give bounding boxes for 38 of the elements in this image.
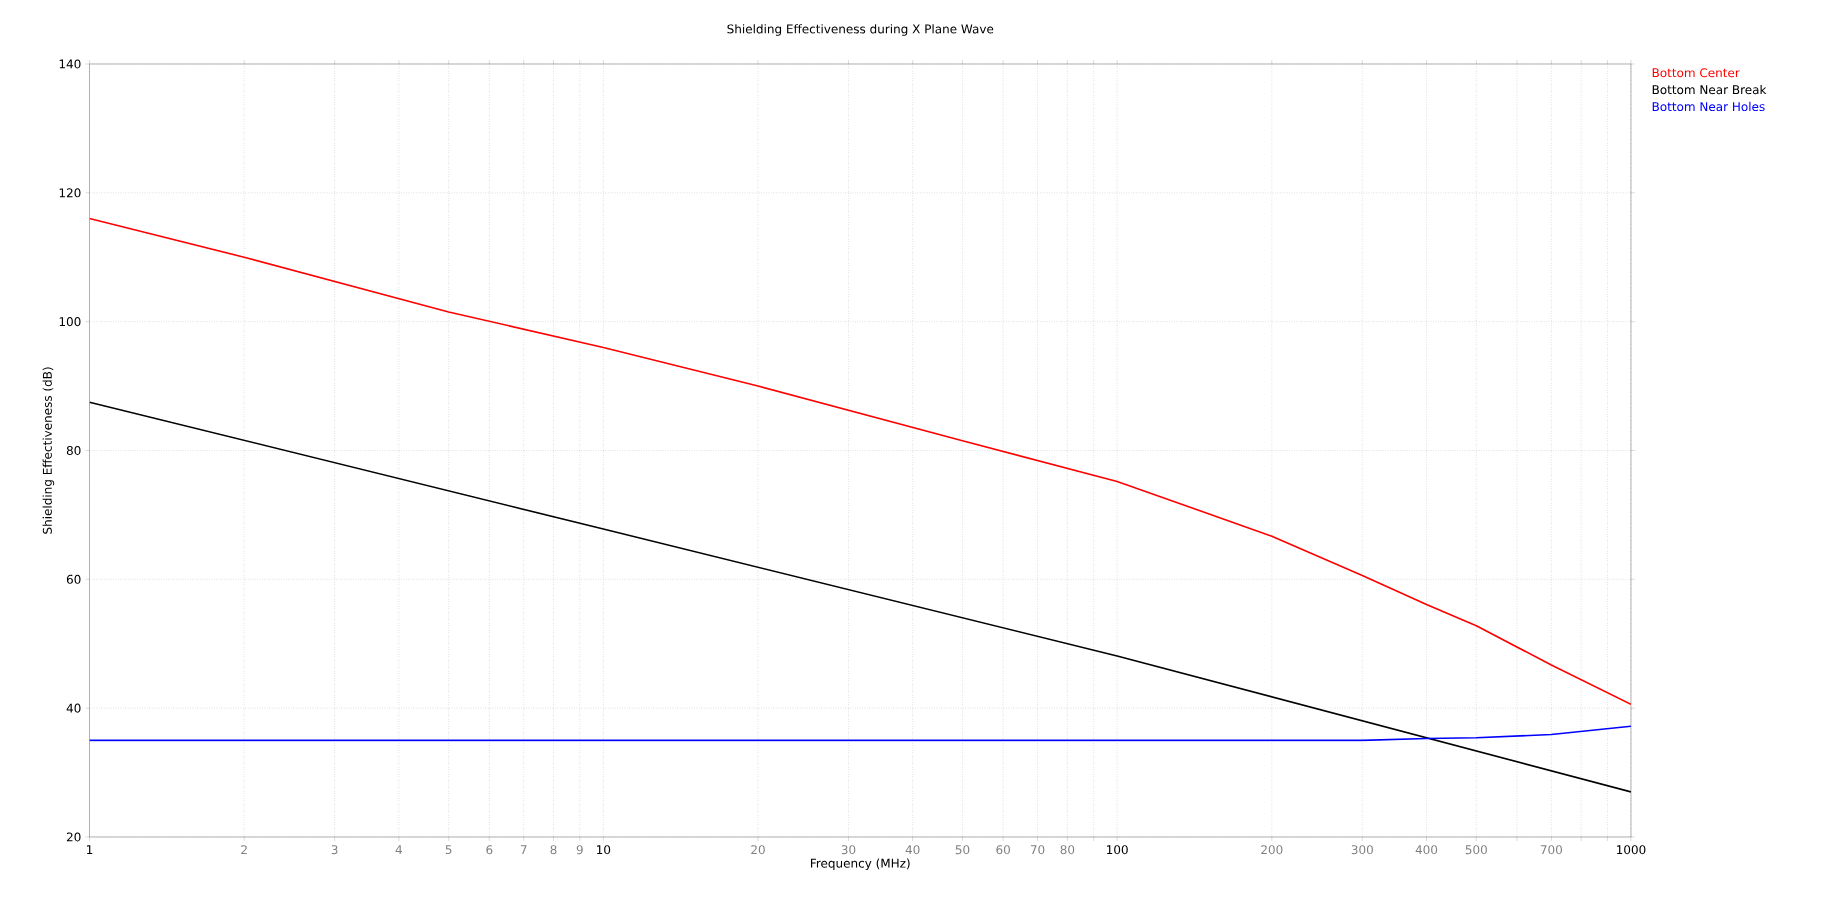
x-tick-label: 30 <box>841 845 856 855</box>
x-tick-label: 7 <box>520 845 527 854</box>
x-tick-label: 20 <box>751 845 765 855</box>
y-tick-label: 80 <box>66 445 81 456</box>
x-tick-label: 9 <box>576 845 583 855</box>
y-tick-label: 20 <box>66 832 81 842</box>
x-tick-label: 300 <box>1351 845 1373 855</box>
text: Bottom Near Holes <box>1652 101 1765 112</box>
y-tick-label: 60 <box>66 574 81 584</box>
x-tick-label: 700 <box>1540 845 1562 855</box>
line-series <box>89 401 1631 793</box>
y-axis-title: Shielding Effectiveness (dB) <box>42 367 55 534</box>
x-tick-label: 500 <box>1465 845 1487 855</box>
x-tick-label: 1 <box>87 845 93 854</box>
x-tick-label: 50 <box>955 845 970 855</box>
x-tick-label: 5 <box>445 845 452 855</box>
y-tick-label: 140 <box>59 59 81 69</box>
x-tick-label: 4 <box>395 845 403 854</box>
x-tick-label: 1000 <box>1617 845 1646 855</box>
x-tick-label: 80 <box>1060 845 1075 855</box>
x-tick-label: 400 <box>1415 845 1438 855</box>
x-tick-label: 8 <box>550 845 557 855</box>
x-tick-label: 70 <box>1030 845 1045 855</box>
y-tick-label: 120 <box>59 188 81 198</box>
y-tick-label: 40 <box>66 703 81 713</box>
text: Bottom Center <box>1652 68 1740 78</box>
x-tick-label: 6 <box>486 845 493 855</box>
x-tick-label: 100 <box>1107 845 1128 855</box>
x-tick-label: 10 <box>597 845 611 855</box>
x-tick-label: 2 <box>241 845 247 855</box>
x-axis-title: Frequency (MHz) <box>810 858 910 871</box>
y-tick-label: 100 <box>59 317 81 327</box>
x-tick-label: 40 <box>905 845 920 855</box>
chart-title: Shielding Effectiveness during X Plane Wave <box>727 24 994 36</box>
x-tick-label: 3 <box>331 845 338 855</box>
x-tick-label: 60 <box>996 845 1010 855</box>
x-tick-label: 200 <box>1261 845 1283 855</box>
text: Bottom Near Break <box>1652 84 1767 95</box>
